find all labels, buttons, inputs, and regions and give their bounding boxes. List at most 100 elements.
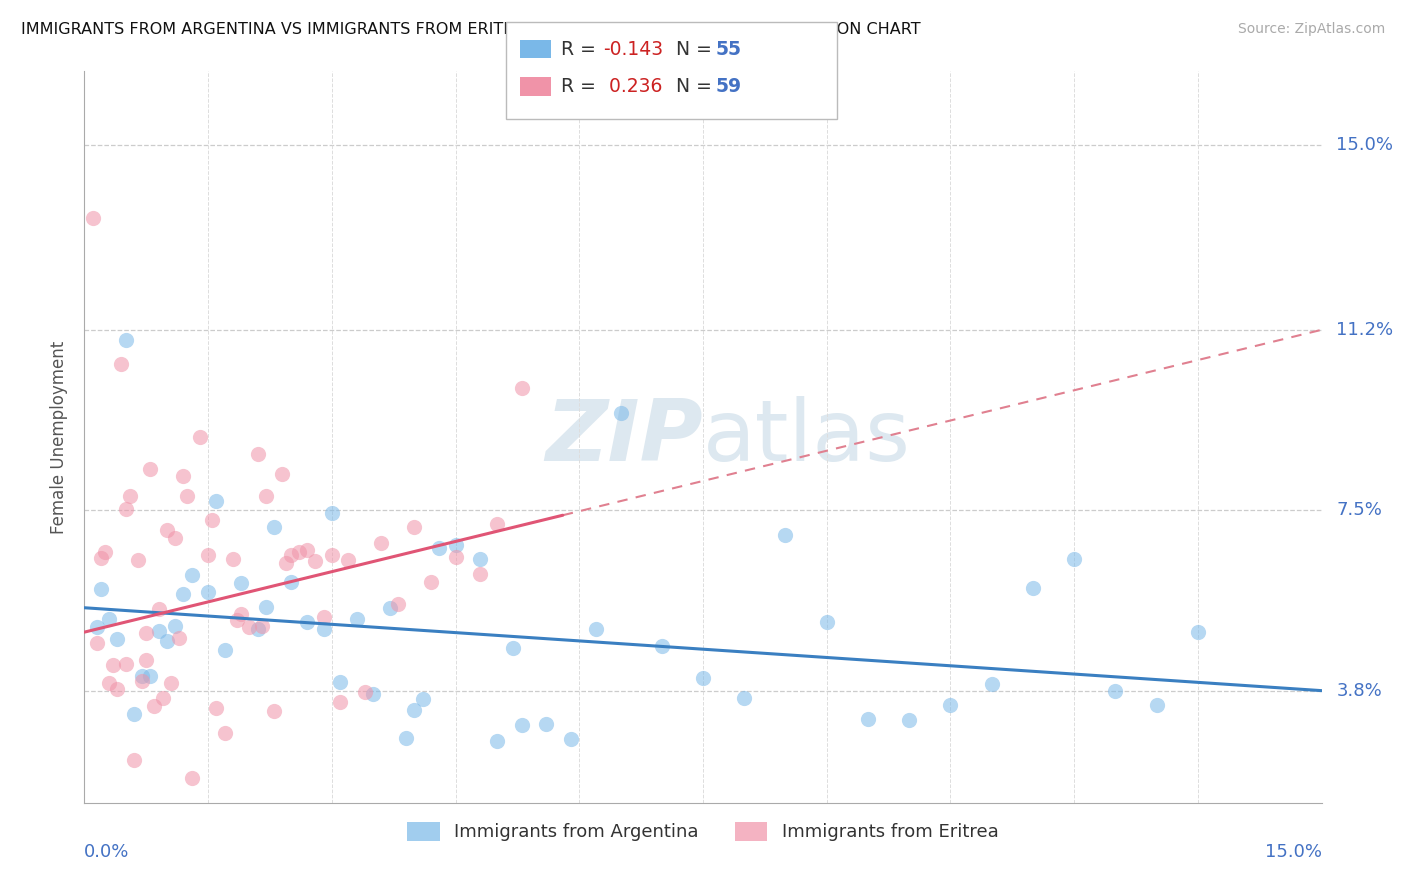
Text: IMMIGRANTS FROM ARGENTINA VS IMMIGRANTS FROM ERITREA FEMALE UNEMPLOYMENT CORRELA: IMMIGRANTS FROM ARGENTINA VS IMMIGRANTS …: [21, 22, 921, 37]
Point: [692, 671, 714, 685]
Point: [110, 357, 132, 371]
Point: [246, 622, 269, 636]
Point: [165, 531, 187, 545]
Point: [609, 406, 631, 420]
Point: [485, 517, 508, 532]
Text: 15.0%: 15.0%: [1264, 843, 1322, 861]
Text: Source: ZipAtlas.com: Source: ZipAtlas.com: [1237, 22, 1385, 37]
Point: [229, 576, 252, 591]
Point: [276, 556, 298, 570]
Point: [226, 614, 249, 628]
Text: N =: N =: [676, 39, 718, 59]
Point: [378, 600, 401, 615]
Point: [139, 669, 162, 683]
Point: [250, 619, 273, 633]
Point: [214, 726, 236, 740]
Point: [280, 548, 302, 562]
Point: [114, 501, 136, 516]
Text: atlas: atlas: [703, 395, 911, 479]
Point: [856, 712, 879, 726]
Point: [536, 716, 558, 731]
Point: [337, 553, 360, 567]
Point: [197, 549, 219, 563]
Point: [172, 586, 194, 600]
Point: [427, 541, 450, 556]
Point: [103, 658, 125, 673]
Point: [444, 549, 467, 564]
Point: [114, 333, 136, 347]
Point: [510, 380, 533, 394]
Point: [94, 545, 117, 559]
Text: 0.236: 0.236: [603, 77, 662, 96]
Point: [733, 691, 755, 706]
Text: 59: 59: [716, 77, 742, 96]
Point: [444, 538, 467, 552]
Point: [387, 597, 409, 611]
Point: [160, 675, 183, 690]
Point: [329, 675, 352, 690]
Point: [312, 610, 335, 624]
Point: [246, 447, 269, 461]
Point: [329, 695, 352, 709]
Point: [188, 430, 211, 444]
Point: [485, 734, 508, 748]
Point: [143, 699, 166, 714]
Point: [135, 653, 157, 667]
Point: [815, 615, 838, 630]
Point: [197, 585, 219, 599]
Point: [90, 551, 112, 566]
Point: [353, 685, 375, 699]
Point: [105, 682, 128, 697]
Point: [127, 553, 149, 567]
Point: [156, 523, 179, 537]
Point: [148, 601, 170, 615]
Point: [254, 489, 277, 503]
Legend: Immigrants from Argentina, Immigrants from Eritrea: Immigrants from Argentina, Immigrants fr…: [401, 814, 1005, 848]
Point: [114, 657, 136, 672]
Point: [90, 582, 112, 596]
Point: [304, 554, 326, 568]
Point: [214, 643, 236, 657]
Point: [651, 640, 673, 654]
Point: [156, 634, 179, 648]
Point: [152, 691, 174, 706]
Point: [939, 698, 962, 712]
Y-axis label: Female Unemployment: Female Unemployment: [49, 341, 67, 533]
Point: [1104, 684, 1126, 698]
Point: [404, 703, 426, 717]
Point: [1022, 582, 1045, 596]
Point: [180, 567, 202, 582]
Point: [470, 551, 492, 566]
Point: [98, 676, 121, 690]
Point: [122, 707, 145, 722]
Point: [560, 732, 582, 747]
Point: [271, 467, 294, 481]
Text: N =: N =: [676, 77, 718, 96]
Point: [1146, 698, 1168, 713]
Point: [98, 611, 121, 625]
Point: [980, 677, 1002, 691]
Point: [288, 545, 311, 559]
Point: [775, 528, 797, 542]
Text: 55: 55: [716, 39, 741, 59]
Point: [263, 520, 285, 534]
Point: [510, 717, 533, 731]
Point: [131, 669, 153, 683]
Point: [898, 713, 921, 727]
Point: [502, 640, 524, 655]
Point: [585, 622, 607, 636]
Point: [312, 622, 335, 636]
Point: [470, 566, 492, 581]
Point: [295, 543, 318, 558]
Point: [1187, 625, 1209, 640]
Point: [172, 469, 194, 483]
Point: [419, 574, 441, 589]
Point: [361, 687, 384, 701]
Point: [148, 624, 170, 638]
Point: [105, 632, 128, 647]
Point: [122, 753, 145, 767]
Text: 0.0%: 0.0%: [84, 843, 129, 861]
Point: [1063, 552, 1085, 566]
Text: ZIP: ZIP: [546, 395, 703, 479]
Point: [263, 705, 285, 719]
